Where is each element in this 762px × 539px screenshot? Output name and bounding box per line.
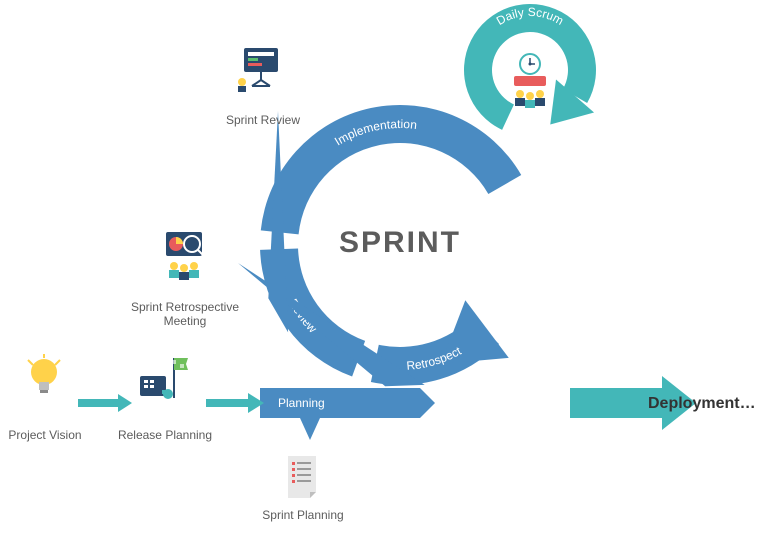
release-planning-label: Release Planning <box>115 428 215 442</box>
release-planning-icon <box>136 350 192 406</box>
sprint-review-label: Sprint Review <box>218 113 308 127</box>
daily-scrum-team-icon <box>502 52 558 108</box>
sprint-retro-label: Sprint Retrospective Meeting <box>130 300 240 329</box>
deployment-label: Deployment… <box>648 395 756 413</box>
sprint-planning-icon <box>282 452 326 502</box>
sprint-retro-icon <box>156 228 212 282</box>
sprint-planning-label: Sprint Planning <box>258 508 348 522</box>
project-vision-icon <box>24 354 64 406</box>
project-vision-label: Project Vision <box>5 428 85 442</box>
sprint-review-icon <box>236 42 286 92</box>
scrum-diagram: ReviewImplementationRetrospectPlanningDa… <box>0 0 762 539</box>
diagram-svg: ReviewImplementationRetrospectPlanningDa… <box>0 0 762 539</box>
svg-text:Planning: Planning <box>278 396 325 410</box>
center-title: SPRINT <box>335 226 465 260</box>
